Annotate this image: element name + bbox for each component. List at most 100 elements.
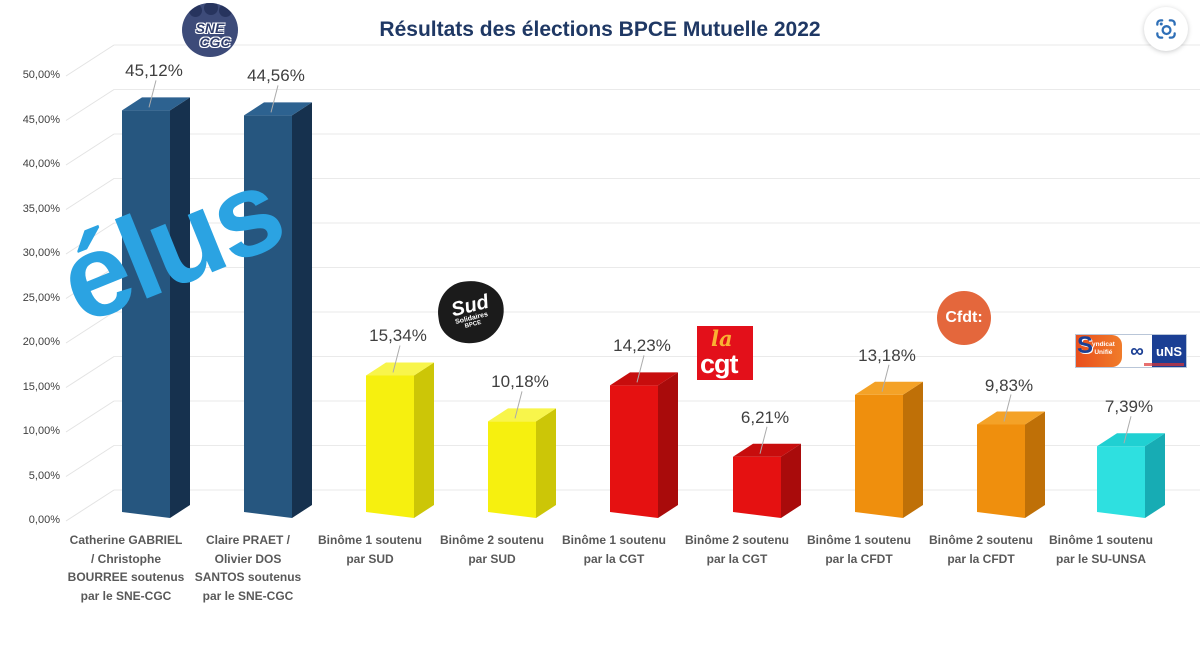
sne-cgc-logo-text-bottom: CGC [199,34,231,50]
category-label: Binôme 1 soutenu par la CFDT [806,533,911,566]
su-unsa-logo-initial: S [1077,334,1094,359]
bar-front-face [366,375,414,518]
gridline [881,364,890,392]
gridline [1123,416,1132,444]
sne-cgc-logo-text-top: SNE [195,20,225,36]
bar-top-face [366,362,434,376]
bar-top-face [244,102,312,116]
visual-search-button[interactable] [1144,7,1188,51]
bar-top-face [488,408,556,422]
camera-lens-icon [1156,19,1176,39]
category-label: Binôme 1 soutenu par le SU-UNSA [1048,533,1153,566]
bar-top-face [977,411,1045,425]
su-unsa-logo-words: yndicat Unifié [1092,341,1115,357]
y-axis-tick-label: 50,00% [22,69,60,81]
y-axis-tick-label: 20,00% [22,336,60,348]
gridline [65,445,115,477]
bar-top-face [610,372,678,386]
bar-value-label: 13,18% [858,345,916,365]
y-axis-tick-label: 5,00% [28,469,60,482]
cfdt-logo-name: Cfdt: [945,309,983,326]
gridline [65,44,115,77]
cgt-logo-name: cgt [700,349,738,379]
bar-value-label: 15,34% [369,326,427,346]
gridline [65,400,115,433]
bar-side-face [903,381,923,518]
y-axis-tick-label: 25,00% [22,291,60,304]
bar-side-face [170,97,190,518]
bar-top-face [733,443,801,457]
bar-side-face [414,362,434,518]
cgt-logo-script: la [711,326,733,351]
gridline [65,178,115,210]
bar-value-label: 10,18% [491,372,549,392]
gridline [1003,394,1012,422]
gridline [514,391,523,419]
su-unsa-logo-left-panel: S yndicat Unifié [1076,335,1122,367]
gridline [65,489,115,522]
bar-front-face [488,421,536,518]
y-axis-tick-label: 30,00% [22,247,60,259]
bar-front-face [1097,446,1145,518]
silhouette-icon [189,4,202,17]
y-axis-tick-label: 15,00% [22,380,60,393]
gridline [65,267,115,299]
bar-value-label: 14,23% [613,336,671,356]
category-label: Catherine GABRIEL / Christophe BOURREE s… [67,533,185,603]
category-label: Binôme 1 soutenu par SUD [317,533,422,566]
bar-front-face [244,115,292,518]
gridline [65,89,115,121]
bar-value-label: 7,39% [1104,397,1154,417]
y-axis-tick-label: 0,00% [28,514,60,526]
gridline [65,311,115,344]
bar-top-face [855,381,923,395]
su-unsa-word1: yndicat [1092,341,1115,348]
gridline [759,426,768,454]
bar-side-face [1025,411,1045,518]
bar-value-label: 6,21% [740,407,790,427]
y-axis-tick-label: 40,00% [22,158,60,170]
category-label: Binôme 2 soutenu par SUD [439,533,544,566]
gridline [65,222,115,255]
category-label: Binôme 1 soutenu par la CGT [561,533,666,566]
gridline [392,345,401,373]
bar-value-label: 9,83% [984,375,1034,395]
cgt-logo: la cgt [697,326,753,380]
bar-side-face [781,443,801,518]
category-label: Binôme 2 soutenu par la CFDT [928,533,1033,566]
category-label: Claire PRAET / Olivier DOS SANTOS souten… [194,533,302,603]
gridline [65,356,115,388]
y-axis-tick-label: 35,00% [22,202,60,215]
bar-side-face [292,102,312,518]
gridline [636,355,645,383]
bar-front-face [855,394,903,518]
su-unsa-logo: S yndicat Unifié ∞ uNS [1075,334,1187,368]
y-axis-tick-label: 45,00% [22,113,60,126]
sne-cgc-logo: SNE CGC [182,3,238,57]
gridline [148,80,157,108]
chart-title: Résultats des élections BPCE Mutuelle 20… [379,18,821,41]
cfdt-logo: Cfdt: [937,291,991,345]
bar-value-label: 45,12% [125,61,183,81]
silhouette-icon [204,3,218,15]
bar-side-face [1145,433,1165,518]
bar-top-face [1097,433,1165,447]
bar-front-face [122,110,170,518]
unsa-infinity-icon: ∞ [1130,340,1144,362]
y-axis-tick-label: 10,00% [22,425,60,437]
bar-front-face [733,456,781,518]
bar-side-face [658,372,678,518]
gridline [65,133,115,166]
bar-front-face [610,385,658,518]
su-unsa-word2: Unifié [1094,348,1113,356]
su-unsa-logo-right-panel: uNS [1152,335,1186,367]
bar-side-face [536,408,556,518]
bar-value-label: 44,56% [247,66,305,86]
gridline [270,85,279,113]
bar-front-face [977,424,1025,518]
bar-top-face [122,97,190,111]
silhouette-icon [219,4,232,17]
category-label: Binôme 2 soutenu par la CGT [684,533,789,566]
